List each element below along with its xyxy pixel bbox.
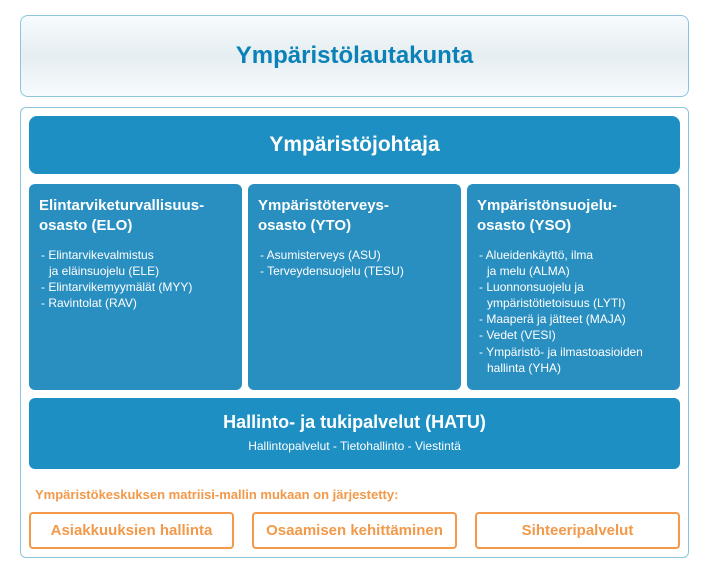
matrix-button-1: Osaamisen kehittäminen bbox=[252, 512, 457, 549]
board-title: Ympäristölautakunta bbox=[236, 42, 473, 69]
matrix-note: Ympäristökeskuksen matriisi-mallin mukaa… bbox=[35, 487, 680, 502]
matrix-button-0: Asiakkuuksien hallinta bbox=[29, 512, 234, 549]
departments-row: Elintarviketurvallisuus-osasto (ELO) Elin… bbox=[29, 184, 680, 390]
department-item: Ympäristö- ja ilmastoasioidenhallinta (Y… bbox=[477, 344, 670, 376]
board-header: Ympäristölautakunta bbox=[20, 15, 689, 97]
department-box-0: Elintarviketurvallisuus-osasto (ELO) Elin… bbox=[29, 184, 242, 390]
support-title: Hallinto- ja tukipalvelut (HATU) bbox=[29, 412, 680, 433]
director-title: Ympäristöjohtaja bbox=[269, 133, 439, 156]
department-box-2: Ympäristönsuojelu-osasto (YSO) Alueidenkä… bbox=[467, 184, 680, 390]
matrix-buttons-row: Asiakkuuksien hallinta Osaamisen kehittäm… bbox=[29, 512, 680, 549]
department-item: Alueidenkäyttö, ilmaja melu (ALMA) bbox=[477, 247, 670, 279]
department-title: Elintarviketurvallisuus-osasto (ELO) bbox=[39, 196, 232, 237]
department-item: Vedet (VESI) bbox=[477, 327, 670, 343]
support-services-box: Hallinto- ja tukipalvelut (HATU) Hallinto… bbox=[29, 398, 680, 469]
department-item: Maaperä ja jätteet (MAJA) bbox=[477, 311, 670, 327]
department-title: Ympäristöterveys-osasto (YTO) bbox=[258, 196, 451, 237]
department-item: Asumisterveys (ASU) bbox=[258, 247, 451, 263]
director-header: Ympäristöjohtaja bbox=[29, 116, 680, 174]
department-item: Terveydensuojelu (TESU) bbox=[258, 263, 451, 279]
department-item: Elintarvikemyymälät (MYY) bbox=[39, 279, 232, 295]
matrix-button-2: Sihteeripalvelut bbox=[475, 512, 680, 549]
support-sub: Hallintopalvelut - Tietohallinto - Viest… bbox=[29, 439, 680, 453]
department-box-1: Ympäristöterveys-osasto (YTO) Asumisterve… bbox=[248, 184, 461, 390]
department-title: Ympäristönsuojelu-osasto (YSO) bbox=[477, 196, 670, 237]
department-item: Elintarvikevalmistusja eläinsuojelu (ELE… bbox=[39, 247, 232, 279]
department-item: Ravintolat (RAV) bbox=[39, 295, 232, 311]
org-container: Ympäristöjohtaja Elintarviketurvallisuus-… bbox=[20, 107, 689, 558]
department-item: Luonnonsuojelu jaympäristötietoisuus (LY… bbox=[477, 279, 670, 311]
